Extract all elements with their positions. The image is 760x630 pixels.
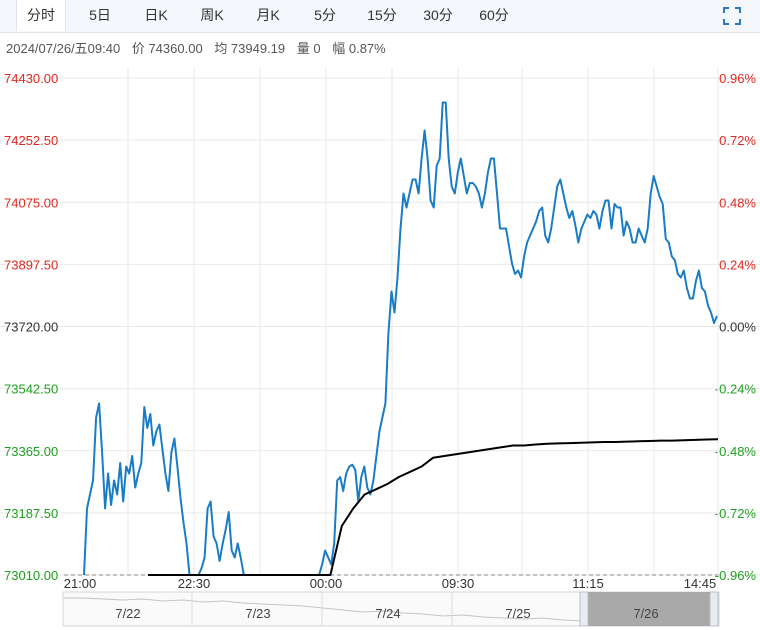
y-tick-left: 74075.00 [4, 195, 58, 210]
y-tick-right: 0.48% [719, 195, 756, 210]
tab-intraday[interactable]: 分时 [16, 0, 66, 31]
navigator-handle-right[interactable] [709, 591, 719, 627]
quote-price: 价 74360.00 [131, 41, 203, 56]
y-tick-right: 0.24% [719, 257, 756, 272]
quote-change: 幅 0.87% [332, 41, 386, 56]
tab-30min[interactable]: 30分 [423, 7, 453, 23]
quote-info-bar: 2024/07/26/五09:40 价 74360.00 均 73949.19 … [6, 38, 394, 56]
tab-monthly-k[interactable]: 月K [256, 7, 280, 23]
y-tick-right: 0.00% [719, 320, 756, 335]
tab-5min[interactable]: 5分 [314, 7, 336, 23]
x-tick-label: 14:45 [684, 576, 717, 588]
navigator-mini-line [63, 597, 584, 622]
x-tick-label: 00:00 [310, 576, 343, 588]
y-tick-left: 74252.50 [4, 133, 58, 148]
y-tick-right: -0.48% [715, 444, 757, 459]
x-tick-label: 09:30 [442, 576, 475, 588]
tab-60min[interactable]: 60分 [479, 7, 509, 23]
quote-volume: 量 0 [296, 41, 321, 56]
navigator-date-label: 7/25 [505, 606, 530, 621]
tab-weekly-k[interactable]: 周K [200, 7, 224, 23]
y-tick-left: 73010.00 [4, 568, 58, 583]
y-tick-right: -0.24% [715, 382, 757, 397]
tab-daily-k[interactable]: 日K [144, 7, 168, 23]
y-tick-left: 73187.50 [4, 506, 58, 521]
intraday-chart: 74430.00 0.96% 74252.50 0.72% 74075.00 0.48% 7… [0, 68, 760, 588]
y-tick-left: 73897.50 [4, 257, 58, 272]
x-tick-label: 22:30 [178, 576, 211, 588]
y-tick-left: 73365.00 [4, 444, 58, 459]
y-tick-right: 0.96% [719, 71, 756, 86]
tab-15min[interactable]: 15分 [367, 7, 397, 23]
y-tick-right: -0.72% [715, 506, 757, 521]
y-tick-left: 74430.00 [4, 71, 58, 86]
navigator-date-label: 7/23 [245, 606, 270, 621]
period-tabbar: 分时 5日 日K 周K 月K 5分 15分 30分 60分 [0, 0, 760, 33]
y-tick-right: -0.96% [715, 568, 757, 583]
time-navigator[interactable]: 7/22 7/23 7/24 7/25 7/26 [0, 588, 760, 630]
x-tick-label: 21:00 [64, 576, 97, 588]
fullscreen-icon[interactable] [722, 6, 742, 26]
price-series-line [83, 101, 718, 576]
navigator-handle-left[interactable] [579, 591, 589, 627]
tab-5day[interactable]: 5日 [89, 7, 111, 23]
x-tick-label: 11:15 [572, 576, 604, 588]
navigator-date-label: 7/22 [115, 606, 140, 621]
navigator-date-label: 7/24 [375, 606, 400, 621]
average-series-line [148, 438, 719, 576]
navigator-selected-window[interactable] [588, 592, 710, 626]
y-tick-left: 73720.00 [4, 320, 58, 335]
y-tick-right: 0.72% [719, 133, 756, 148]
navigator-date-label: 7/26 [633, 606, 658, 621]
quote-datetime: 2024/07/26/五09:40 [6, 41, 121, 56]
y-tick-left: 73542.50 [4, 382, 58, 397]
quote-average: 均 73949.19 [214, 41, 286, 56]
